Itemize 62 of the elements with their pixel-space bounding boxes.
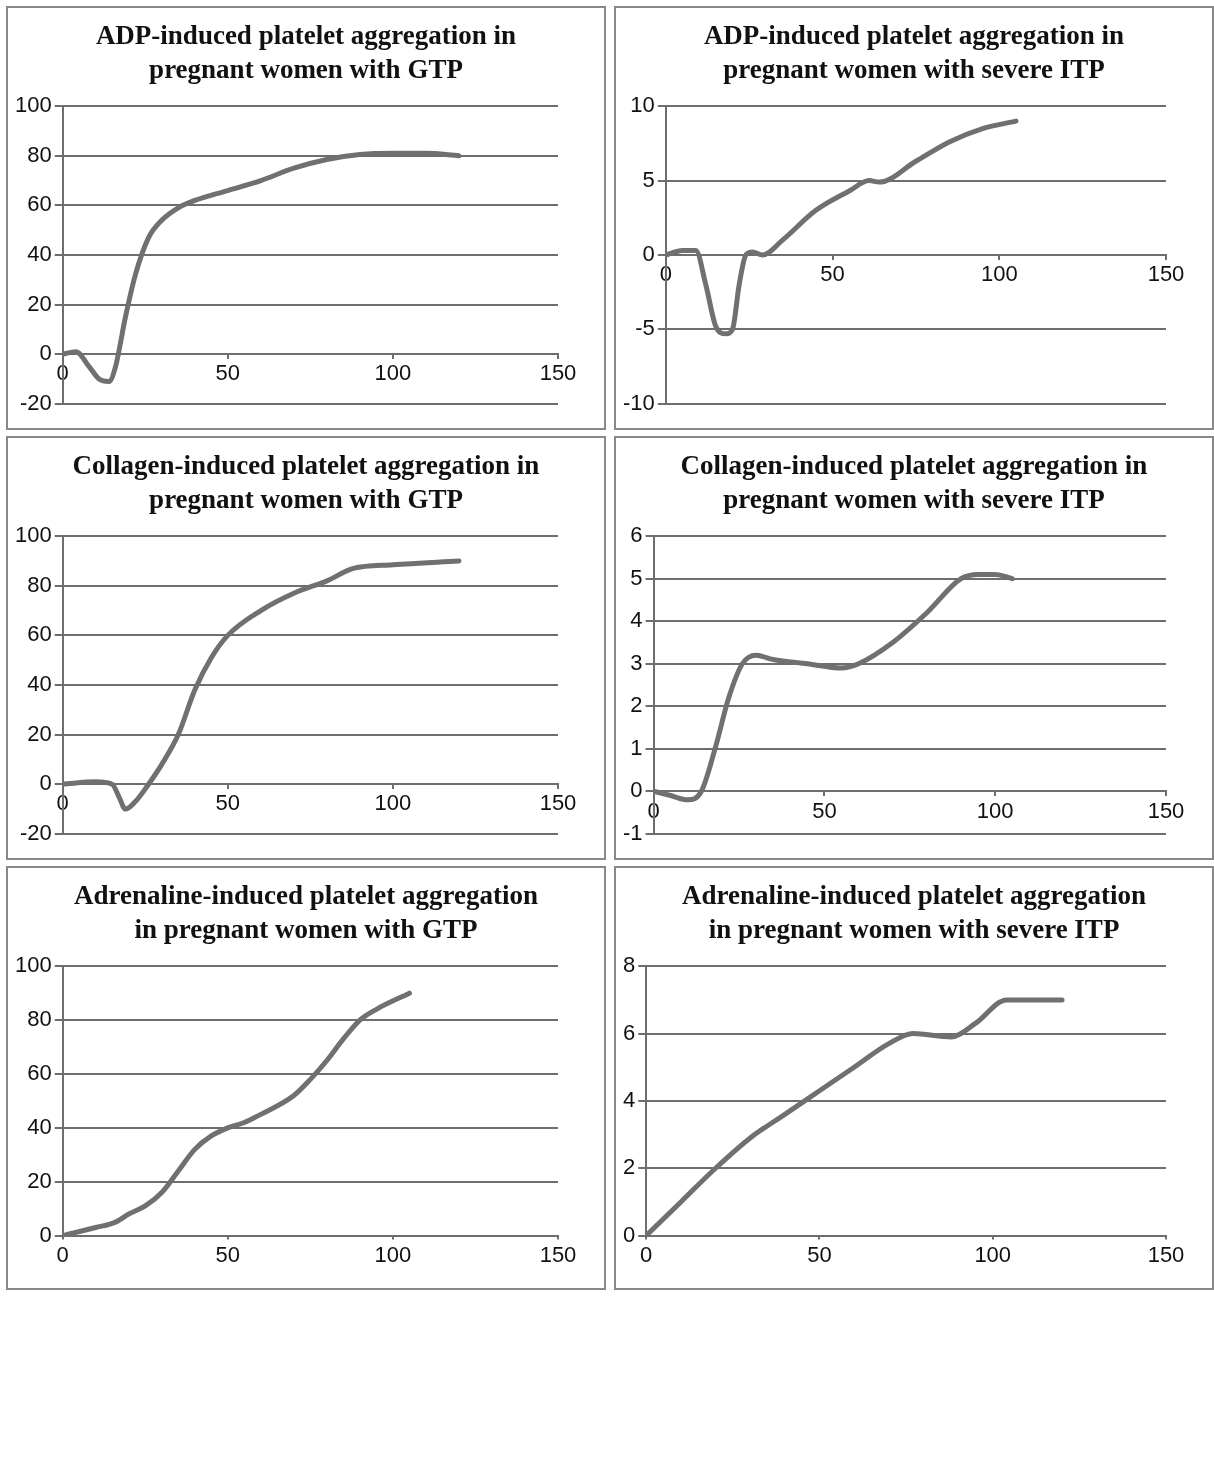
y-tick-label: 2 [622, 1154, 636, 1180]
y-tick-label: 6 [622, 1019, 636, 1045]
x-tick-label: 150 [539, 1241, 577, 1267]
y-tick-label: 80 [27, 571, 52, 597]
x-tick-label: 100 [374, 360, 412, 386]
y-tick-label: 60 [27, 621, 52, 647]
y-tick-label: 4 [630, 607, 643, 633]
y-tick-label: 6 [630, 522, 643, 548]
x-tick-label: 100 [976, 797, 1014, 823]
y-tick-label: 5 [642, 166, 655, 192]
x-tick-label: 150 [539, 790, 577, 816]
y-tick-label: 0 [642, 241, 655, 267]
y-tick-label: 40 [27, 1113, 52, 1139]
x-tick-label: 150 [1147, 261, 1185, 287]
chart-title: ADP-induced platelet aggregation in pregnant women with GTP [94, 19, 518, 86]
x-tick-label: 50 [820, 261, 845, 287]
x-tick-label: 150 [1147, 797, 1185, 823]
y-tick-label: 4 [622, 1086, 636, 1112]
chart-title: Collagen-induced platelet aggregation in pregnant women with severe ITP [679, 449, 1149, 516]
x-tick-label: 100 [980, 261, 1018, 287]
y-tick-label: 0 [39, 340, 52, 366]
y-tick-label: -20 [19, 819, 52, 845]
x-tick-label: 50 [807, 1241, 832, 1267]
x-tick-label: 100 [974, 1241, 1012, 1267]
y-tick-label: 20 [27, 720, 52, 746]
y-tick-label: 5 [630, 564, 643, 590]
y-tick-label: 0 [39, 770, 52, 796]
x-tick-label: 150 [539, 360, 577, 386]
x-tick-label: 50 [812, 797, 837, 823]
x-tick-label: 50 [215, 790, 241, 816]
y-tick-label: 100 [14, 952, 52, 978]
y-tick-label: 100 [14, 92, 52, 118]
y-tick-label: 80 [27, 141, 52, 167]
y-tick-label: 3 [630, 649, 643, 675]
y-tick-label: 60 [27, 1060, 52, 1086]
chart-title: Collagen-induced platelet aggregation in pregnant women with GTP [71, 449, 541, 516]
x-tick-label: 100 [374, 1241, 412, 1267]
y-tick-label: 80 [27, 1006, 52, 1032]
x-tick-label: 50 [215, 360, 241, 386]
y-tick-label: -20 [19, 389, 52, 415]
y-tick-label: -1 [623, 819, 643, 845]
y-tick-label: 0 [39, 1221, 52, 1247]
y-tick-label: 60 [27, 191, 52, 217]
y-tick-label: 100 [14, 522, 52, 548]
y-tick-label: 20 [27, 290, 52, 316]
y-tick-label: 0 [622, 1221, 636, 1247]
x-tick-label: 0 [56, 1241, 69, 1267]
chart-title: Adrenaline-induced platelet aggregation in pregnant women with GTP [73, 879, 539, 946]
y-tick-label: 40 [27, 671, 52, 697]
y-tick-label: -10 [623, 389, 655, 415]
chart-title: Adrenaline-induced platelet aggregation in pregnant women with severe ITP [681, 879, 1147, 946]
y-tick-label: 20 [27, 1167, 52, 1193]
y-tick-label: 1 [630, 734, 643, 760]
y-tick-label: 8 [622, 952, 636, 978]
x-tick-label: 100 [374, 790, 412, 816]
y-tick-label: 2 [630, 692, 643, 718]
y-tick-label: -5 [635, 315, 655, 341]
y-tick-label: 10 [630, 92, 655, 118]
y-tick-label: 40 [27, 241, 52, 267]
x-tick-label: 150 [1147, 1241, 1185, 1267]
x-tick-label: 50 [215, 1241, 241, 1267]
chart-title: ADP-induced platelet aggregation in pregnant women with severe ITP [702, 19, 1126, 86]
